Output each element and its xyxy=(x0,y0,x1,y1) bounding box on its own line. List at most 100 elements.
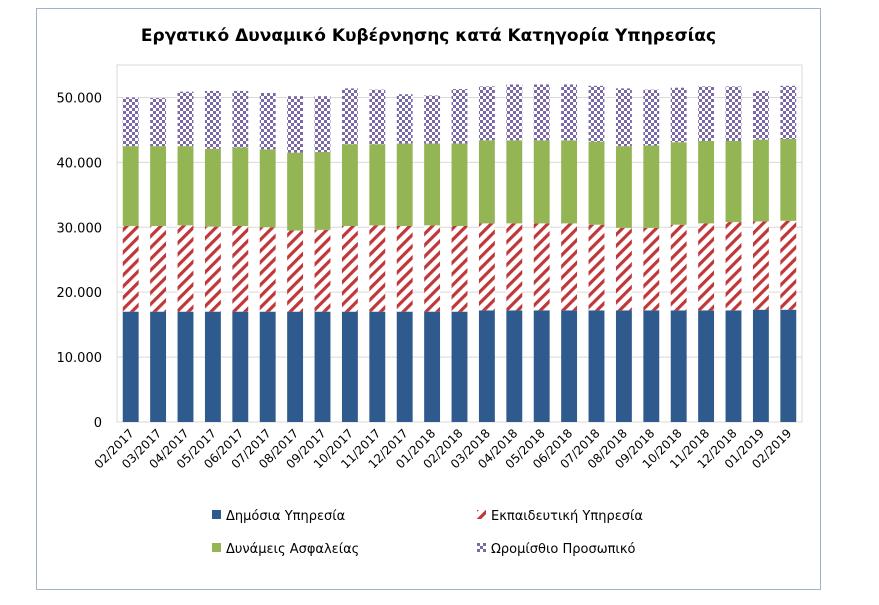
bar-segment-1 xyxy=(533,310,550,422)
bar-segment-4 xyxy=(341,88,358,145)
bar-segment-2 xyxy=(478,223,495,311)
bar-segment-2 xyxy=(752,221,769,310)
bar-segment-4 xyxy=(122,97,139,147)
bar-segment-4 xyxy=(478,86,495,141)
bar-segment-1 xyxy=(615,310,632,422)
legend-swatch xyxy=(212,510,221,519)
bar-segment-2 xyxy=(533,223,550,311)
bar-segment-4 xyxy=(615,88,632,147)
y-tick-label: 40.000 xyxy=(57,156,103,171)
bar-segment-4 xyxy=(150,98,167,147)
bar-segment-4 xyxy=(506,84,523,141)
bar-segment-1 xyxy=(780,309,797,422)
bar-segment-1 xyxy=(122,311,139,422)
bar-segment-4 xyxy=(698,86,715,141)
bar-segment-2 xyxy=(204,226,221,312)
bar-segment-1 xyxy=(506,310,523,422)
y-tick-label: 50.000 xyxy=(57,91,103,106)
bar-segment-3 xyxy=(752,139,769,222)
bar-segment-1 xyxy=(424,311,441,422)
bar-segment-3 xyxy=(259,149,276,228)
bar-segment-2 xyxy=(780,220,797,310)
bar-segment-3 xyxy=(287,152,304,231)
bar-segment-3 xyxy=(341,144,358,226)
bar-segment-2 xyxy=(588,224,605,311)
bar-segment-1 xyxy=(561,310,578,422)
bar-segment-2 xyxy=(287,230,304,312)
bar-segment-4 xyxy=(369,89,386,145)
bar-segment-1 xyxy=(670,310,687,422)
bar-segment-1 xyxy=(643,310,660,422)
bar-segment-2 xyxy=(561,223,578,311)
bar-segment-1 xyxy=(725,310,742,422)
bar-segment-4 xyxy=(780,85,797,139)
bar-segment-2 xyxy=(150,225,167,312)
bar-segment-1 xyxy=(150,311,167,422)
bar-segment-2 xyxy=(369,225,386,312)
bar-segment-2 xyxy=(670,224,687,311)
bar-segment-4 xyxy=(451,89,468,144)
bar-segment-3 xyxy=(643,145,660,228)
bar-segment-4 xyxy=(424,95,441,144)
bar-segment-2 xyxy=(725,222,742,311)
bar-segment-2 xyxy=(615,227,632,311)
bar-segment-1 xyxy=(204,311,221,422)
bar-segment-3 xyxy=(780,138,797,221)
bar-segment-3 xyxy=(204,148,221,227)
bar-segment-3 xyxy=(670,142,687,225)
legend-label: Ωρομίσθιο Προσωπικό xyxy=(491,542,635,557)
legend-label: Δυνάμεις Ασφαλείας xyxy=(226,542,359,557)
bar-segment-2 xyxy=(122,225,139,312)
bar-segment-3 xyxy=(314,151,331,230)
bar-segment-3 xyxy=(451,143,468,226)
legend-swatch xyxy=(477,510,486,519)
bar-segment-3 xyxy=(232,147,249,226)
bar-segment-3 xyxy=(533,140,550,224)
bar-segment-4 xyxy=(204,90,221,149)
legend: Δημόσια Υπηρεσία Εκπαιδευτική Υπηρεσία Δυν… xyxy=(212,509,643,557)
bar-segment-2 xyxy=(232,225,249,312)
bar-segment-3 xyxy=(369,144,386,226)
legend-swatch xyxy=(477,543,486,552)
bar-segment-3 xyxy=(561,140,578,224)
bar-segment-4 xyxy=(259,92,276,150)
bar-segment-1 xyxy=(451,311,468,422)
bar-segment-1 xyxy=(588,310,605,422)
bar-segment-4 xyxy=(725,86,742,141)
legend-swatch xyxy=(212,543,221,552)
bar-segment-4 xyxy=(643,89,660,146)
bar-segment-4 xyxy=(396,94,413,144)
bar-segment-1 xyxy=(177,311,194,422)
bar-segment-1 xyxy=(698,310,715,422)
bar-segment-2 xyxy=(506,223,523,311)
bar-segment-1 xyxy=(232,311,249,422)
bar-segment-2 xyxy=(396,225,413,312)
bar-segment-3 xyxy=(150,146,167,226)
y-tick-label: 0 xyxy=(94,416,102,431)
bar-segment-1 xyxy=(752,309,769,422)
x-axis: 02/201703/201704/201705/201706/201707/20… xyxy=(92,426,795,471)
bar-segment-3 xyxy=(588,141,605,225)
bar-segment-3 xyxy=(478,140,495,224)
bar-segment-3 xyxy=(506,140,523,224)
bar-segment-3 xyxy=(424,143,441,226)
bar-segment-4 xyxy=(670,87,687,143)
bar-segment-4 xyxy=(287,96,304,153)
bar-segment-2 xyxy=(259,227,276,312)
bar-segment-2 xyxy=(314,229,331,312)
bar-segment-3 xyxy=(698,140,715,224)
chart-title: Εργατικό Δυναμικό Κυβέρνησης κατά Κατηγο… xyxy=(140,26,717,46)
bars xyxy=(122,84,797,422)
legend-label: Εκπαιδευτική Υπηρεσία xyxy=(491,509,643,524)
bar-segment-4 xyxy=(533,84,550,141)
y-axis: 0 10.000 20.000 30.000 40.000 50.000 xyxy=(57,91,103,431)
bar-segment-3 xyxy=(396,143,413,226)
bar-segment-2 xyxy=(424,225,441,312)
y-tick-label: 20.000 xyxy=(57,286,103,301)
bar-segment-4 xyxy=(752,90,769,140)
bar-segment-1 xyxy=(259,311,276,422)
bar-segment-2 xyxy=(451,225,468,312)
bar-segment-4 xyxy=(177,91,194,147)
bar-segment-4 xyxy=(588,85,605,142)
